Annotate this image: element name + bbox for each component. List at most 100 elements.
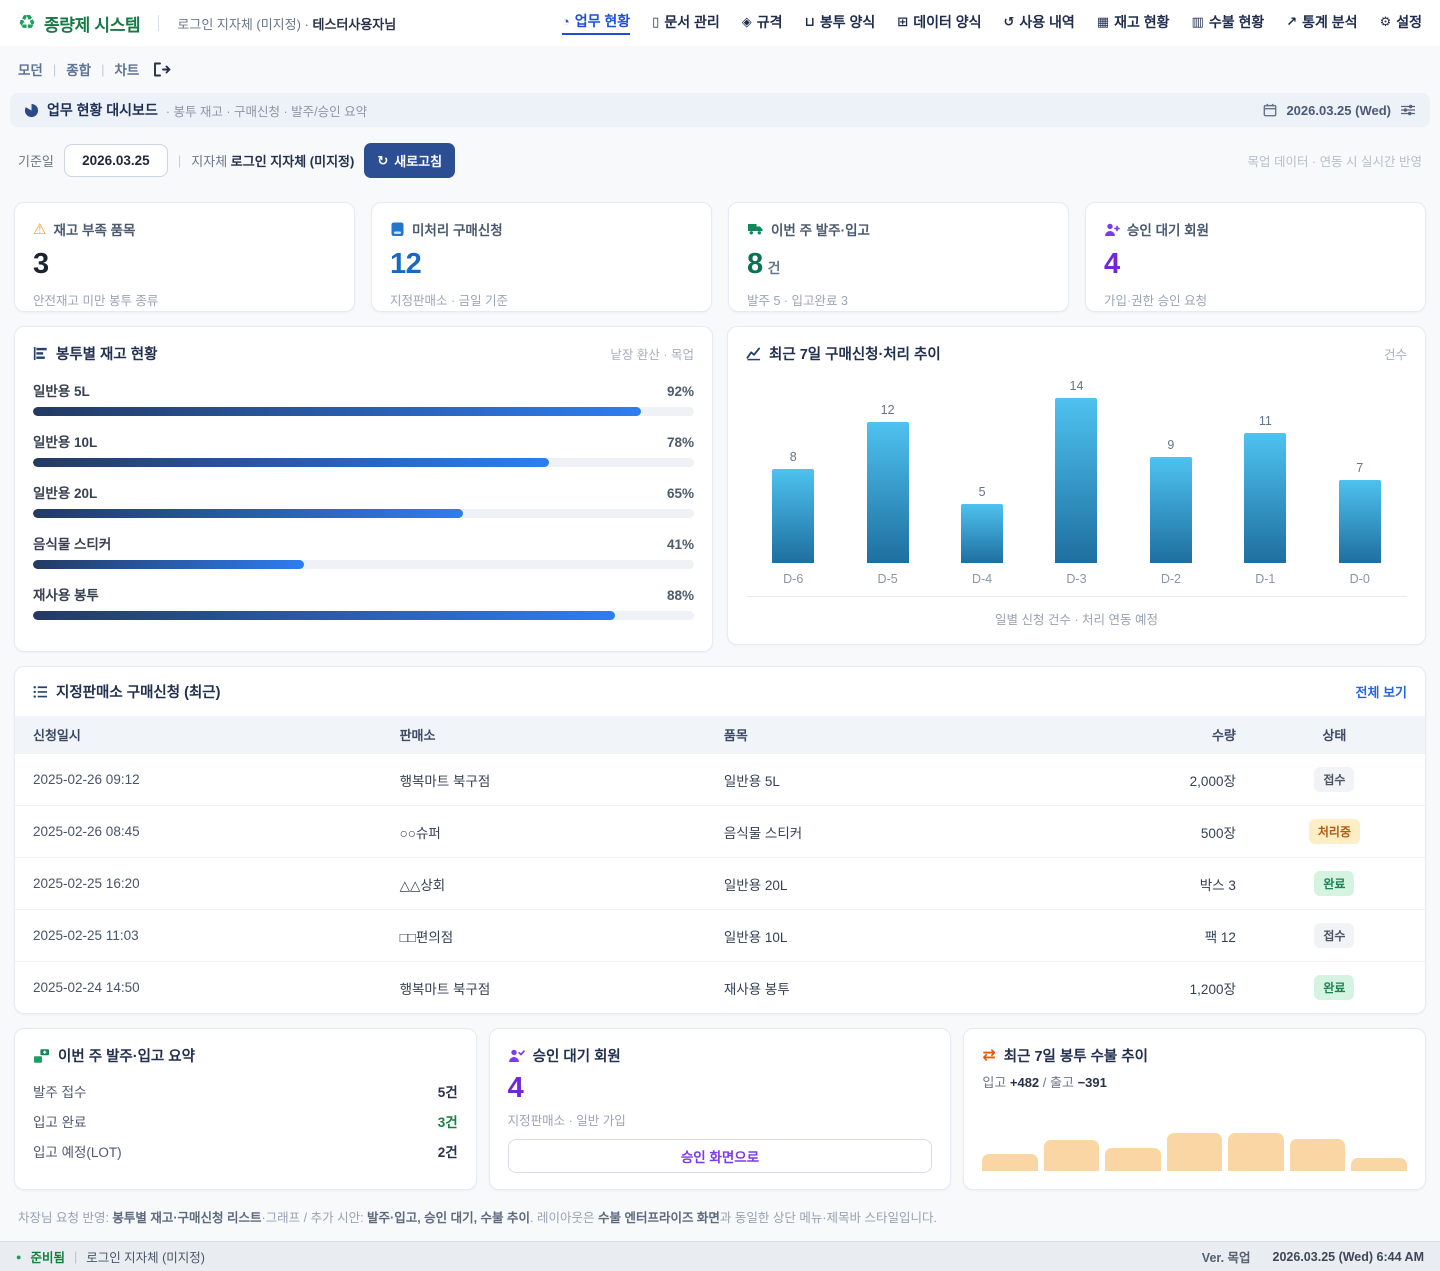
logout-icon[interactable] bbox=[153, 62, 171, 77]
history-icon: ↺ bbox=[1003, 14, 1015, 29]
chart-caption: 일별 신청 건수 · 처리 연동 예정 bbox=[994, 613, 1158, 627]
flow-bar bbox=[1228, 1133, 1284, 1171]
stock-row: 일반용 10L 78% bbox=[33, 431, 694, 467]
table-row[interactable]: 2025-02-26 09:12 행복마트 북구점 일반용 5L 2,000장 접수 bbox=[15, 753, 1425, 806]
status-badge: 접수 bbox=[1314, 923, 1355, 948]
panel-header: ⇄ 최근 7일 봉투 수불 추이 bbox=[982, 1045, 1407, 1066]
view-link-modern[interactable]: 모던 bbox=[18, 63, 43, 78]
nav-item-inventory[interactable]: ▦ 재고 현황 bbox=[1097, 12, 1170, 34]
nav-item-work-status[interactable]: ◔ 업무 현황 bbox=[561, 11, 631, 35]
cell-store: 행복마트 북구점 bbox=[381, 961, 706, 1013]
nav-item-documents[interactable]: ▯ 문서 관리 bbox=[652, 12, 720, 34]
summary-label: 입고 예정(LOT) bbox=[33, 1145, 122, 1160]
status-dot-icon: ● bbox=[16, 1251, 22, 1262]
panel-title: 최근 7일 봉투 수불 추이 bbox=[1003, 1049, 1148, 1065]
table-row[interactable]: 2025-02-24 14:50 행복마트 북구점 재사용 봉투 1,200장 완료 bbox=[15, 961, 1425, 1013]
progress-fill bbox=[33, 458, 549, 467]
stock-panel: 봉투별 재고 현황 낱장 환산 · 목업 일반용 5L 92% 일반용 10L 78%… bbox=[14, 326, 713, 652]
user-plus-icon bbox=[1104, 222, 1120, 237]
progress-fill bbox=[33, 611, 615, 620]
kpi-value: 4 bbox=[1104, 248, 1120, 280]
user-name: 테스터사용자님 bbox=[312, 16, 397, 32]
approval-subtext: 지정판매소 · 일반 가입 bbox=[507, 1114, 626, 1128]
title-bar-date[interactable]: 2026.03.25 (Wed) bbox=[1286, 102, 1391, 118]
panel-title: 최근 7일 구매신청·처리 추이 bbox=[769, 347, 941, 363]
footnote-segment: 차장님 요청 반영: bbox=[18, 1211, 113, 1225]
table-title: 지정판매소 구매신청 (최근) bbox=[56, 685, 221, 701]
progress-track bbox=[33, 560, 694, 569]
summary-value: 5건 bbox=[437, 1085, 458, 1100]
table-row[interactable]: 2025-02-26 08:45 ○○슈퍼 음식물 스티커 500장 처리중 bbox=[15, 805, 1425, 858]
cell-quantity: 팩 12 bbox=[1086, 909, 1270, 962]
hbar-chart-icon bbox=[33, 346, 48, 361]
top-header: ♻ 종량제 시스템 로그인 지자체 (미지정) · 테스터사용자님 ◔ 업무 현황… bbox=[0, 0, 1440, 46]
cell-datetime: 2025-02-24 14:50 bbox=[15, 961, 382, 1013]
bar bbox=[1338, 480, 1381, 563]
org-label: 지자체 bbox=[191, 154, 228, 169]
refresh-button[interactable]: ↻ 새로고침 bbox=[364, 143, 456, 178]
outbound-value: −391 bbox=[1077, 1075, 1107, 1090]
table-row[interactable]: 2025-02-25 16:20 △△상회 일반용 20L 박스 3 완료 bbox=[15, 857, 1425, 910]
inventory-icon: ▦ bbox=[1096, 14, 1110, 29]
stock-row-header: 재사용 봉투 88% bbox=[33, 584, 694, 604]
progress-track bbox=[33, 407, 694, 416]
filter-row: 기준일 | 지자체 로그인 지자체 (미지정) ↻ 새로고침 목업 데이터 · … bbox=[18, 143, 1422, 178]
kpi-subtext: 지정판매소 · 금일 기준 bbox=[390, 294, 509, 308]
progress-track bbox=[33, 611, 694, 620]
nav-item-ledger[interactable]: ▥ 수불 현황 bbox=[1192, 12, 1265, 34]
truck-icon bbox=[747, 222, 764, 236]
version-label: Ver. 목업 bbox=[1201, 1251, 1251, 1265]
nav-item-data-forms[interactable]: ⊞ 데이터 양식 bbox=[897, 12, 981, 34]
order-summary-panel: 이번 주 발주·입고 요약 발주 접수 5건 입고 완료 3건 입고 예정(LOT) 2건 bbox=[14, 1028, 477, 1190]
column-header: 신청일시 bbox=[15, 716, 382, 754]
title-bar-controls: 2026.03.25 (Wed) bbox=[1263, 103, 1416, 118]
bag-icon: ⊔ bbox=[804, 14, 815, 29]
bar-column: 9 D-2 bbox=[1124, 370, 1218, 586]
org-context: 지자체 로그인 지자체 (미지정) bbox=[191, 151, 354, 170]
nav-item-specs[interactable]: ◈ 규격 bbox=[742, 12, 783, 34]
bar-value-label: 9 bbox=[1167, 438, 1175, 452]
cell-quantity: 1,200장 bbox=[1086, 961, 1270, 1013]
base-date-input[interactable] bbox=[63, 144, 168, 177]
page-subtitle: · 봉투 재고 · 구매신청 · 발주/승인 요약 bbox=[165, 104, 368, 119]
bottom-panels: 이번 주 발주·입고 요약 발주 접수 5건 입고 완료 3건 입고 예정(LOT) 2건… bbox=[14, 1028, 1426, 1190]
flow-bar bbox=[1289, 1139, 1346, 1171]
stock-item-label: 일반용 5L bbox=[33, 384, 90, 399]
nav-item-label: 통계 분석 bbox=[1302, 14, 1358, 30]
spec-icon: ◈ bbox=[741, 14, 752, 29]
panel-title: 봉투별 재고 현황 bbox=[56, 347, 158, 363]
footnote-segment: 수불 엔터프라이즈 화면 bbox=[597, 1211, 720, 1225]
nav-item-label: 규격 bbox=[756, 14, 783, 30]
sliders-icon[interactable] bbox=[1400, 103, 1416, 117]
cell-item: 음식물 스티커 bbox=[705, 805, 1087, 858]
stock-percent: 88% bbox=[666, 588, 694, 603]
nav-item-statistics[interactable]: ↗ 통계 분석 bbox=[1286, 12, 1357, 34]
nav-item-settings[interactable]: ⚙ 설정 bbox=[1380, 12, 1422, 34]
bar-x-label: D-1 bbox=[1255, 572, 1276, 586]
go-to-approval-button[interactable]: 승인 화면으로 bbox=[507, 1139, 933, 1173]
kpi-label-group: 미처리 구매신청 bbox=[390, 219, 693, 239]
kpi-unit: 건 bbox=[767, 260, 781, 276]
view-all-link[interactable]: 전체 보기 bbox=[1355, 685, 1407, 700]
line-chart-icon bbox=[746, 346, 761, 361]
nav-item-label: 설정 bbox=[1396, 14, 1422, 30]
refresh-icon: ↻ bbox=[377, 152, 389, 168]
data-form-icon: ⊞ bbox=[897, 14, 909, 29]
panel-header: 승인 대기 회원 bbox=[508, 1045, 933, 1066]
panel-header: 최근 7일 구매신청·처리 추이 건수 bbox=[746, 343, 1407, 364]
stock-percent: 92% bbox=[666, 384, 694, 399]
kpi-value: 3 bbox=[33, 248, 49, 280]
nav-item-usage-history[interactable]: ↺ 사용 내역 bbox=[1003, 12, 1074, 34]
footnote-segment: ·그래프 / 추가 시안: bbox=[261, 1211, 368, 1225]
nav-item-bag-forms[interactable]: ⊔ 봉투 양식 bbox=[805, 12, 876, 34]
view-link-chart[interactable]: 차트 bbox=[114, 63, 140, 78]
kpi-subtext: 안전재고 미만 봉투 종류 bbox=[33, 294, 159, 308]
approval-count: 4 bbox=[507, 1072, 524, 1104]
nav-item-label: 사용 내역 bbox=[1019, 14, 1075, 30]
view-link-combined[interactable]: 종합 bbox=[66, 63, 92, 78]
status-org: 로그인 지자체 (미지정) bbox=[86, 1251, 205, 1265]
table-row[interactable]: 2025-02-25 11:03 □□편의점 일반용 10L 팩 12 접수 bbox=[15, 909, 1425, 962]
footnote-segment: 봉투별 재고·구매신청 리스트 bbox=[112, 1211, 262, 1225]
